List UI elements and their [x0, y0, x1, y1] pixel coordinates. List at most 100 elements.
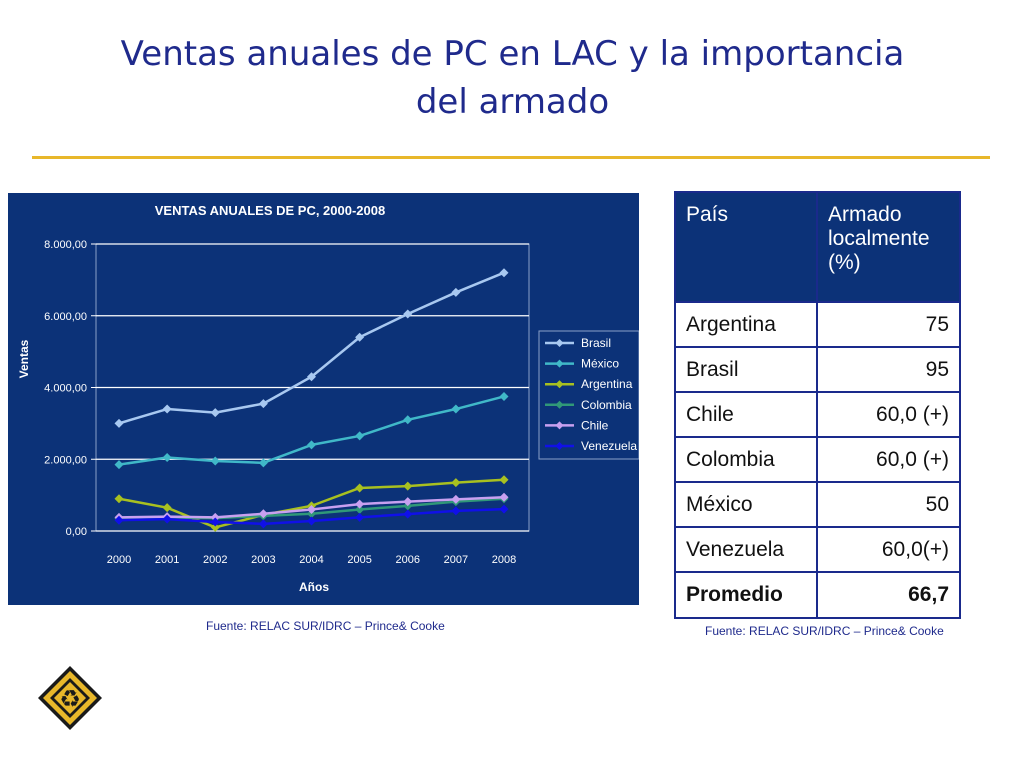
data-point	[355, 512, 365, 522]
data-point	[403, 497, 413, 507]
data-point	[210, 408, 220, 418]
data-point	[403, 481, 413, 491]
table-row: Chile 60,0 (+)	[674, 391, 961, 438]
data-point	[499, 475, 509, 485]
table-row: Venezuela 60,0(+)	[674, 526, 961, 573]
data-point	[210, 456, 220, 466]
data-point	[403, 309, 413, 319]
data-point	[451, 494, 461, 504]
data-point	[307, 504, 316, 514]
legend-swatch-marker	[555, 339, 564, 347]
grid-layer	[95, 243, 530, 532]
data-point	[258, 509, 268, 519]
percent-cell: 95	[816, 346, 961, 393]
line-chart-panel: VENTAS ANUALES DE PC, 2000-2008 0,00 2.00…	[8, 193, 639, 605]
data-point	[307, 516, 316, 526]
percent-cell: 75	[816, 301, 961, 348]
slide-title: Ventas anuales de PC en LAC y la importa…	[60, 30, 965, 126]
data-point	[210, 512, 220, 522]
data-point	[403, 415, 413, 425]
data-point	[499, 504, 509, 514]
line-chart: VENTAS ANUALES DE PC, 2000-2008 0,00 2.00…	[17, 203, 639, 594]
header-locally-assembled: Armado localmente (%)	[816, 191, 961, 303]
axis-layer: 0,00 2.000,00 4.000,00 6.000,00 8.000,00 2000…	[17, 239, 516, 594]
percent-cell: 60,0 (+)	[816, 391, 961, 438]
data-point	[210, 522, 220, 532]
x-tick-label: 2003	[251, 554, 275, 566]
assembly-table: País Armado localmente (%) Argentina 75 B…	[674, 191, 961, 619]
data-point	[162, 452, 172, 462]
recycle-icon: ♻	[38, 666, 102, 730]
y-tick-label: 0,00	[66, 526, 87, 538]
percent-cell: 60,0 (+)	[816, 436, 961, 483]
x-tick-label: 2001	[155, 554, 179, 566]
svg-text:♻: ♻	[59, 685, 81, 713]
country-cell: Venezuela	[674, 526, 818, 573]
chart-legend: Brasil México Argentina Colombia Chile Venezu…	[538, 330, 639, 460]
country-cell: México	[674, 481, 818, 528]
data-point	[355, 483, 365, 493]
x-tick-label: 2008	[492, 554, 516, 566]
chart-source-note: Fuente: RELAC SUR/IDRC – Prince& Cooke	[206, 619, 445, 633]
table-source-note: Fuente: RELAC SUR/IDRC – Prince& Cooke	[705, 624, 944, 638]
data-point	[499, 492, 509, 502]
data-point	[114, 515, 124, 525]
data-point	[451, 404, 461, 414]
data-point	[307, 372, 316, 382]
legend-label: Chile	[581, 418, 609, 432]
table-row: Argentina 75	[674, 301, 961, 348]
legend-label: Brasil	[581, 336, 611, 350]
x-tick-label: 2002	[203, 554, 227, 566]
data-point	[114, 460, 124, 470]
data-point	[451, 287, 461, 297]
header-country: País	[674, 191, 818, 303]
recycle-logo: ♻	[37, 665, 103, 736]
table-header-row: País Armado localmente (%)	[674, 191, 961, 303]
legend-swatch-marker	[555, 359, 564, 368]
y-tick-label: 4.000,00	[44, 383, 87, 395]
x-axis-label: Años	[299, 580, 329, 594]
data-point	[258, 399, 268, 409]
data-point	[355, 332, 365, 342]
x-tick-label: 2005	[347, 554, 371, 566]
legend-label: Colombia	[581, 398, 632, 412]
summary-value-cell: 66,7	[816, 571, 961, 619]
data-point	[355, 504, 365, 514]
legend-swatch-marker	[555, 380, 564, 389]
legend-label: Venezuela	[581, 439, 637, 453]
data-point	[499, 268, 509, 278]
y-axis-label: Ventas	[17, 339, 31, 378]
country-cell: Colombia	[674, 436, 818, 483]
legend-box	[538, 330, 639, 460]
country-cell: Brasil	[674, 346, 818, 393]
data-point	[258, 519, 268, 529]
data-point	[162, 503, 172, 513]
table-summary-row: Promedio 66,7	[674, 571, 961, 619]
data-point	[162, 404, 172, 414]
country-cell: Chile	[674, 391, 818, 438]
legend-label: México	[581, 357, 619, 371]
percent-cell: 60,0(+)	[816, 526, 961, 573]
data-point	[499, 391, 509, 401]
chart-title: VENTAS ANUALES DE PC, 2000-2008	[155, 203, 385, 218]
country-cell: Argentina	[674, 301, 818, 348]
series-line	[118, 395, 505, 466]
data-point	[162, 514, 172, 524]
data-point	[451, 506, 461, 516]
data-point	[114, 418, 124, 428]
y-tick-label: 2.000,00	[44, 454, 87, 466]
x-tick-label: 2007	[444, 554, 468, 566]
summary-label-cell: Promedio	[674, 571, 818, 619]
x-tick-label: 2004	[299, 554, 323, 566]
table-row: México 50	[674, 481, 961, 528]
title-divider	[32, 156, 990, 159]
data-point	[403, 509, 413, 519]
legend-swatch-marker	[555, 442, 564, 450]
series-line	[118, 271, 505, 425]
data-point	[451, 478, 461, 488]
x-tick-label: 2000	[107, 554, 131, 566]
slide-title-line-1: Ventas anuales de PC en LAC y la importa…	[120, 34, 905, 74]
data-point	[114, 494, 124, 504]
data-point	[258, 458, 268, 468]
data-point	[355, 431, 365, 441]
